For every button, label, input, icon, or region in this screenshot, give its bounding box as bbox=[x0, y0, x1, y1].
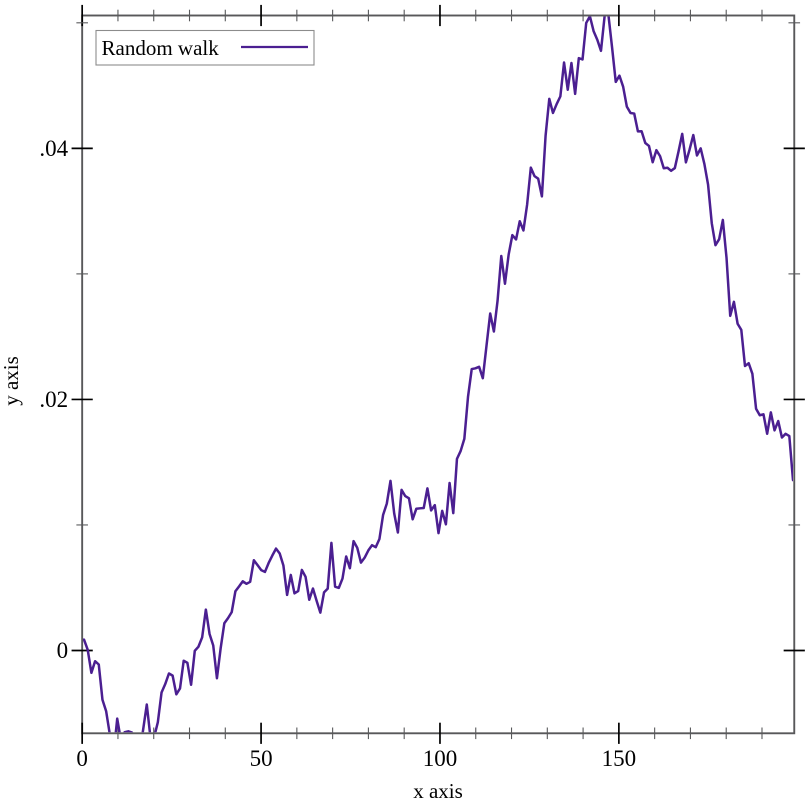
svg-text:100: 100 bbox=[423, 746, 458, 771]
svg-text:0: 0 bbox=[57, 638, 69, 663]
svg-text:.04: .04 bbox=[39, 136, 68, 161]
svg-text:y axis: y axis bbox=[0, 356, 23, 406]
svg-text:.02: .02 bbox=[39, 387, 68, 412]
svg-text:Random walk: Random walk bbox=[102, 36, 220, 60]
svg-text:0: 0 bbox=[76, 746, 88, 771]
svg-text:50: 50 bbox=[250, 746, 273, 771]
svg-text:150: 150 bbox=[602, 746, 637, 771]
svg-text:x axis: x axis bbox=[413, 779, 463, 803]
